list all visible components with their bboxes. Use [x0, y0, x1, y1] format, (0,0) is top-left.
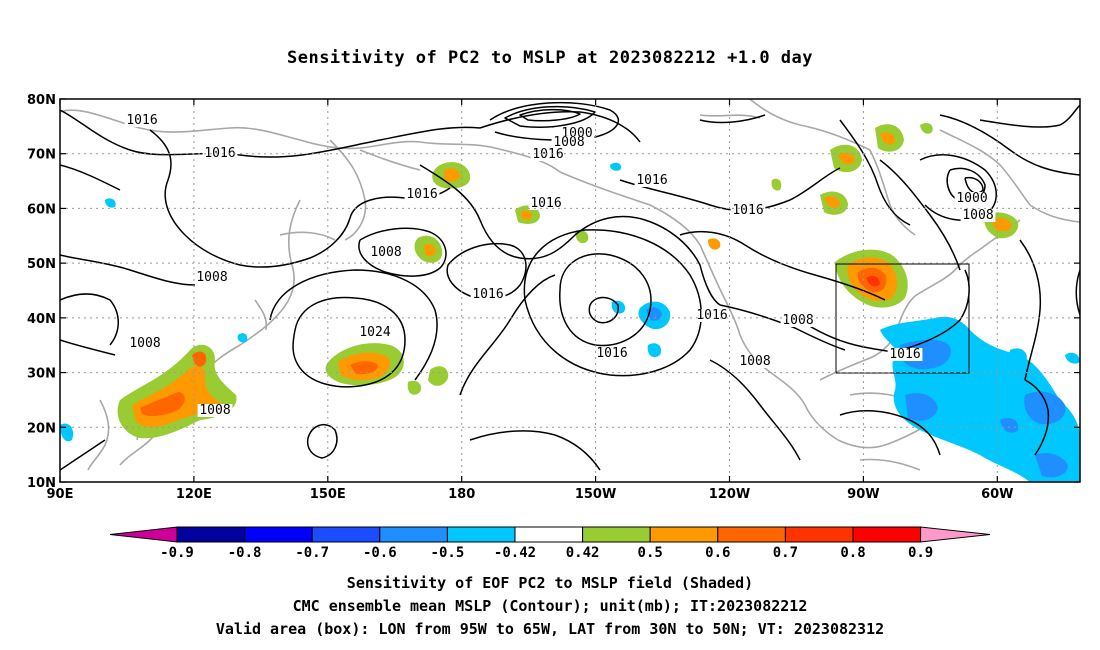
lon-tick-label: 90E [47, 487, 74, 502]
colorbar-swatch [784, 526, 854, 543]
contour-label: 1016 [472, 287, 503, 302]
contour-label-bg [202, 147, 238, 160]
contour-label: 1008 [196, 270, 227, 285]
lat-tick-label: 60N [27, 202, 56, 217]
contour-label-bg [530, 148, 566, 161]
colorbar: -0.9 -0.8 -0.7 -0.6 -0.5 -0.42 0.42 0.5 0.6 0.7 0.… [109, 526, 991, 561]
contour-label: 1008 [129, 336, 160, 351]
contour-label-bg [357, 326, 393, 339]
contour-label-bg [730, 204, 766, 217]
valid-area-box [835, 263, 970, 374]
colorbar-label: 0.9 [908, 545, 933, 561]
plot-frame [59, 98, 1081, 483]
lon-tick-label: 150W [575, 487, 616, 502]
contour-label: 1016 [596, 346, 627, 361]
lon-tick-label: 150E [310, 487, 346, 502]
colorbar-swatch [244, 526, 313, 543]
contour-label: 1008 [962, 208, 993, 223]
lat-tick-label: 20N [27, 421, 56, 436]
colorbar-swatch [852, 526, 922, 543]
contour-label: 1016 [732, 203, 763, 218]
contour-label: 1016 [696, 308, 727, 323]
contour-label: 1008 [739, 354, 770, 369]
contour-label: 1016 [636, 173, 667, 188]
lat-tick-label: 40N [27, 312, 56, 327]
contour-label-bg [528, 197, 564, 210]
mslp-contours [60, 101, 1080, 471]
lat-tick-label: 80N [27, 93, 56, 108]
caption-contour: CMC ensemble mean MSLP (Contour); unit(m… [292, 597, 808, 615]
caption-valid-area: Valid area (box): LON from 95W to 65W, L… [215, 620, 885, 638]
contour-label-bg [780, 314, 816, 327]
contour-label: 1016 [532, 147, 563, 162]
contour-label-bg [634, 174, 670, 187]
lat-tick-label: 70N [27, 148, 56, 163]
contour-label: 1024 [359, 325, 390, 340]
colorbar-swatch [717, 526, 786, 543]
colorbar-label: 0.6 [705, 545, 730, 561]
colorbar-label: -0.7 [295, 545, 329, 561]
colorbar-label: 0.8 [840, 545, 865, 561]
contour-label-bg [737, 355, 773, 368]
contour-label-bg [194, 271, 230, 284]
colorbar-swatch [379, 526, 448, 543]
contour-label-bg [960, 209, 996, 222]
contour-label: 1000 [956, 191, 987, 206]
contour-label-bg [124, 114, 160, 127]
map-title: Sensitivity of PC2 to MSLP at 2023082212… [286, 48, 813, 68]
colorbar-under-arrow [109, 526, 178, 543]
colorbar-label: -0.8 [228, 545, 262, 561]
contour-label: 1016 [204, 146, 235, 161]
colorbar-label: 0.5 [638, 545, 663, 561]
colorbar-swatch [649, 526, 719, 543]
contour-label-bg [368, 246, 404, 259]
lon-tick-label: 60W [981, 487, 1013, 502]
contour-label: 1016 [406, 187, 437, 202]
contour-label: 1008 [199, 403, 230, 418]
contour-label: 1008 [782, 313, 813, 328]
lon-tick-label: 180 [448, 487, 475, 502]
colorbar-swatch [176, 526, 246, 543]
colorbar-over-arrow [920, 526, 991, 543]
caption-shaded: Sensitivity of EOF PC2 to MSLP field (Sh… [346, 574, 754, 592]
longitude-axis: 90E 120E 150E 180 150W 120W 90W 60W [47, 99, 1014, 502]
latitude-axis: 80N 70N 60N 50N 40N 30N 20N 10N [27, 93, 1080, 491]
contour-label: 1016 [889, 347, 920, 362]
colorbar-swatch [311, 526, 381, 543]
colorbar-label: -0.42 [494, 545, 536, 561]
contour-label-bg [197, 404, 233, 417]
colorbar-label: -0.5 [431, 545, 465, 561]
colorbar-swatch [446, 526, 516, 543]
contour-label-bg [887, 348, 923, 361]
colorbar-swatch [582, 526, 651, 543]
lon-tick-label: 120E [176, 487, 212, 502]
contour-label-bg [404, 188, 440, 201]
colorbar-label: 0.42 [566, 545, 600, 561]
contour-label-bg [594, 347, 630, 360]
lat-tick-label: 10N [27, 476, 56, 491]
contour-label: 1016 [126, 113, 157, 128]
contour-label: 1008 [370, 245, 401, 260]
colorbar-label: -0.6 [363, 545, 397, 561]
colorbar-label: -0.9 [160, 545, 194, 561]
colorbar-swatch [514, 526, 584, 543]
lat-tick-label: 50N [27, 257, 56, 272]
lon-tick-label: 120W [709, 487, 750, 502]
lat-tick-label: 30N [27, 367, 56, 382]
contour-label-bg [470, 288, 506, 301]
contour-label-bg [694, 309, 730, 322]
colorbar-label: 0.7 [773, 545, 798, 561]
lon-tick-label: 90W [847, 487, 879, 502]
contour-label: 1008 [553, 135, 584, 150]
gridlines [60, 99, 1080, 482]
contour-label-bg [954, 192, 990, 205]
contour-label: 1016 [530, 196, 561, 211]
contour-label-bg [127, 337, 163, 350]
contour-label-bg [551, 136, 587, 149]
